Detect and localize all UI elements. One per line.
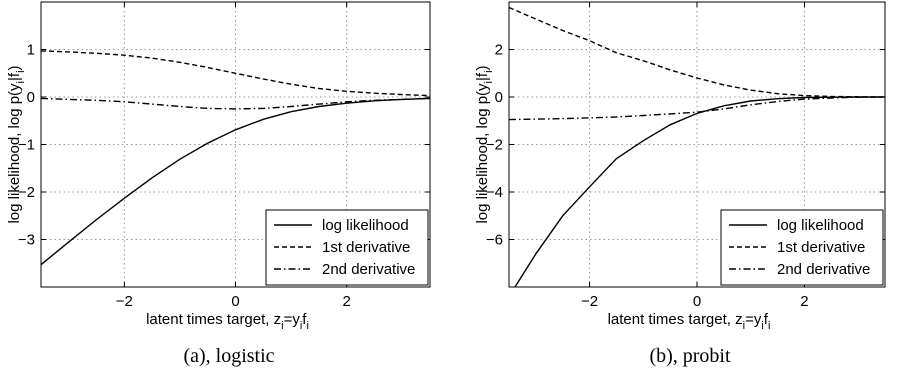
x-tick-label: 0 [693,293,701,310]
series-line-dashdot [41,97,430,110]
legend-label: log likelihood [322,217,409,234]
legend: log likelihood 1st derivative 2nd derivati… [265,209,429,286]
x-tick-label: −2 [116,293,133,310]
series-line-solid [41,97,430,266]
y-axis-label: log likelihood, log p(yi|fi) [6,65,27,223]
x-tick-label: 0 [231,293,239,310]
x-tick-label: 2 [800,293,808,310]
y-tick-label: 1 [27,42,35,59]
legend-label: 2nd derivative [322,261,415,278]
figure-caption: (b), probit [649,345,731,367]
legend: log likelihood 1st derivative 2nd derivati… [720,209,884,286]
legend-label: log likelihood [777,217,864,234]
y-tick-label: −4 [486,184,503,201]
y-tick-label: −2 [486,137,503,154]
legend-label: 1st derivative [322,239,410,256]
y-tick-label: −1 [18,137,35,154]
figure-caption: (a), logistic [183,345,274,367]
y-tick-label: −6 [486,232,503,249]
x-axis-label: latent times target, zi=yifi [608,311,771,332]
legend-label: 1st derivative [777,239,865,256]
series-line-dashed [509,6,885,98]
series-line-solid [514,96,885,287]
y-tick-label: −3 [18,232,35,249]
y-tick-label: −2 [18,184,35,201]
y-axis-label: log likelihood, log p(yi|fi) [474,65,495,223]
y-tick-label: 0 [495,89,503,106]
panel-probit: −2 0 2 2 0 −2 −4 −6 latent times target, zi=yifi… [474,1,886,367]
x-axis-label: latent times target, zi=yifi [146,311,309,332]
series-line-dashed [41,50,430,97]
y-tick-label: 0 [27,89,35,106]
y-tick-label: 2 [495,42,503,59]
panel-logistic: −2 0 2 1 0 −1 −2 −3 latent times target, zi=yifi… [6,1,431,367]
legend-label: 2nd derivative [777,261,870,278]
x-tick-label: −2 [581,293,598,310]
series-line-dashdot [509,96,885,121]
x-tick-label: 2 [342,293,350,310]
